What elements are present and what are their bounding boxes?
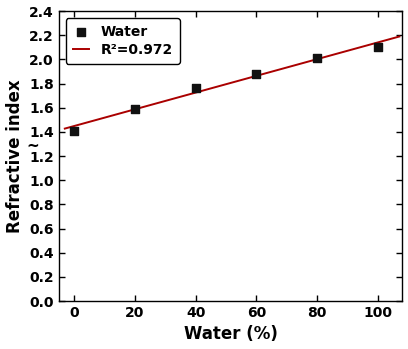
Water (253, 71, 260, 77)
R²=0.972 (262, 72, 266, 76)
Water (131, 106, 138, 112)
R²=0.972 (397, 35, 402, 39)
Legend: Water, R²=0.972: Water, R²=0.972 (66, 18, 180, 64)
Line: R²=0.972: R²=0.972 (65, 37, 399, 128)
R²=0.972 (267, 70, 272, 74)
R²=0.972 (344, 49, 349, 53)
R²=0.972 (62, 126, 67, 131)
Water (375, 45, 381, 50)
R²=0.972 (64, 126, 69, 131)
R²=0.972 (260, 72, 265, 76)
Water (314, 55, 321, 61)
Water (192, 86, 199, 91)
X-axis label: Water (%): Water (%) (184, 326, 277, 343)
Y-axis label: Refractive index: Refractive index (6, 79, 24, 233)
Text: ~: ~ (27, 139, 39, 154)
Water (71, 128, 77, 133)
R²=0.972 (366, 43, 370, 47)
